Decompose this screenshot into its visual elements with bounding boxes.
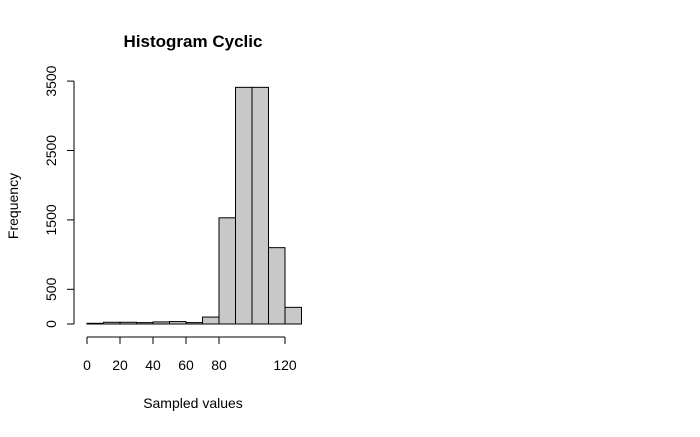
x-axis: 0 20 40 60 80 120 bbox=[83, 336, 297, 373]
histogram-bar-12 bbox=[284, 306, 302, 325]
histogram-bar-2 bbox=[119, 321, 137, 325]
y-tick-label-4: 3500 bbox=[43, 65, 59, 96]
bars-group bbox=[86, 86, 302, 325]
y-axis-label: Frequency bbox=[5, 173, 21, 239]
histogram-bar-3 bbox=[136, 322, 154, 325]
histogram-bar-6 bbox=[185, 322, 203, 325]
histogram-bar-4 bbox=[152, 321, 170, 325]
histogram-bar-5 bbox=[169, 321, 187, 325]
y-tick-label-2: 1500 bbox=[43, 204, 59, 235]
chart-title: Histogram Cyclic bbox=[124, 32, 263, 51]
histogram-bar-11 bbox=[268, 247, 286, 325]
histogram-bar-10 bbox=[251, 86, 269, 325]
histogram-bar-1 bbox=[103, 321, 121, 325]
histogram-bar-9 bbox=[235, 86, 253, 325]
x-tick-label-4: 80 bbox=[211, 357, 227, 373]
histogram-bar-0 bbox=[86, 322, 104, 325]
x-axis-label: Sampled values bbox=[143, 395, 243, 411]
x-tick-label-5: 120 bbox=[273, 357, 297, 373]
histogram-bar-7 bbox=[202, 316, 220, 325]
histogram-bar-8 bbox=[218, 217, 236, 325]
y-tick-label-1: 500 bbox=[43, 277, 59, 301]
y-tick-label-3: 2500 bbox=[43, 135, 59, 166]
x-tick-label-0: 0 bbox=[83, 357, 91, 373]
x-tick-label-1: 20 bbox=[112, 357, 128, 373]
y-tick-label-0: 0 bbox=[43, 320, 59, 328]
y-axis: 0 500 1500 2500 3500 bbox=[43, 65, 75, 328]
x-tick-label-3: 60 bbox=[178, 357, 194, 373]
x-tick-label-2: 40 bbox=[145, 357, 161, 373]
